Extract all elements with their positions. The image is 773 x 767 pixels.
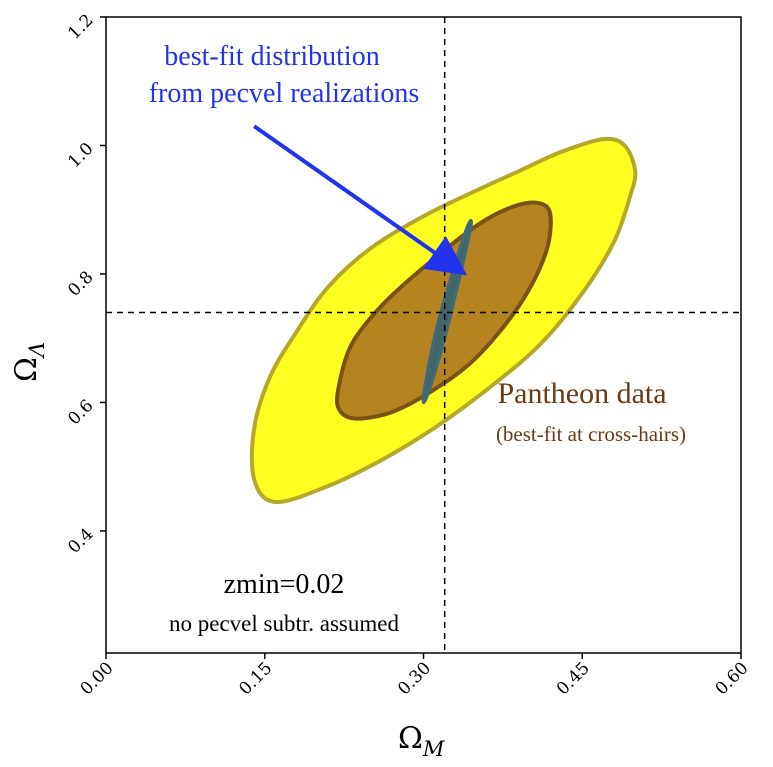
y-axis-symbol: Ω	[9, 357, 44, 382]
contour-regions	[249, 136, 638, 505]
y-tick-label: 1.2	[64, 10, 97, 43]
x-tick-label: 0.15	[235, 658, 276, 699]
x-axis-ticks: 0.00 0.15 0.30 0.45 0.60	[77, 653, 753, 699]
annotation-pecvel-line2: from pecvel realizations	[149, 78, 420, 109]
y-axis-title: ΩΛ	[9, 342, 49, 382]
x-tick-label: 0.30	[394, 658, 435, 699]
annotation-pantheon-sub: (best-fit at cross-hairs)	[496, 422, 686, 446]
x-axis-title: ΩM	[398, 721, 445, 761]
x-tick-label: 0.00	[77, 658, 118, 699]
x-tick-label: 0.45	[553, 658, 594, 699]
y-tick-label: 0.6	[64, 396, 97, 429]
x-axis-symbol: Ω	[398, 721, 423, 756]
annotation-zmin: zmin=0.02	[224, 569, 345, 600]
x-tick-label: 0.60	[712, 658, 753, 699]
y-tick-label: 0.8	[64, 267, 97, 300]
pecvel-arrow	[253, 124, 468, 276]
annotation-assumption: no pecvel subtr. assumed	[169, 611, 399, 636]
y-axis-ticks: 0.4 0.6 0.8 1.0 1.2	[64, 10, 106, 558]
annotation-pecvel-line1: best-fit distribution	[164, 41, 379, 72]
y-tick-label: 0.4	[64, 524, 97, 557]
x-axis-subscript: M	[422, 737, 445, 761]
y-tick-label: 1.0	[64, 139, 97, 172]
annotation-pantheon-title: Pantheon data	[497, 377, 666, 410]
y-axis-subscript: Λ	[25, 342, 49, 359]
